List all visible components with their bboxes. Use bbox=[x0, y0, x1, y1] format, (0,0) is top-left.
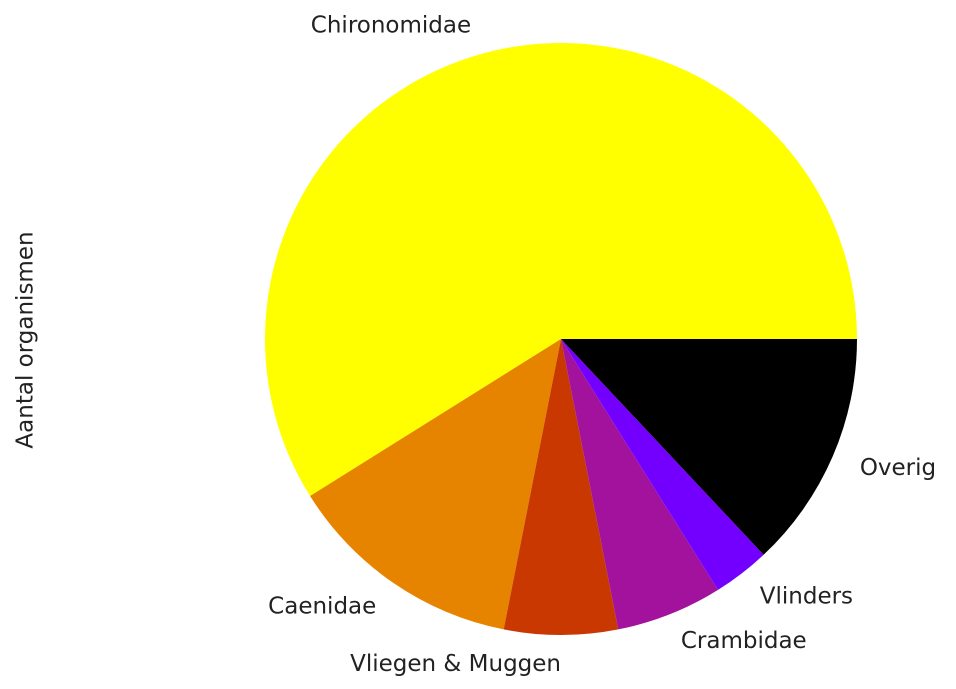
pie-slice bbox=[561, 339, 719, 630]
y-axis-label: Aantal organismen bbox=[13, 231, 39, 448]
slice-label: Vliegen & Muggen bbox=[350, 651, 561, 677]
pie-slice bbox=[503, 339, 619, 635]
pie-slice bbox=[561, 339, 764, 590]
slice-label: Chironomidae bbox=[311, 13, 471, 39]
slice-label: Crambidae bbox=[681, 628, 807, 654]
pie-slice bbox=[310, 339, 561, 630]
pie-slice bbox=[265, 42, 857, 497]
slice-label: Overig bbox=[860, 455, 936, 481]
slice-label: Vlinders bbox=[760, 583, 853, 609]
pie-slice bbox=[561, 339, 857, 555]
slice-label: Caenidae bbox=[268, 594, 376, 620]
